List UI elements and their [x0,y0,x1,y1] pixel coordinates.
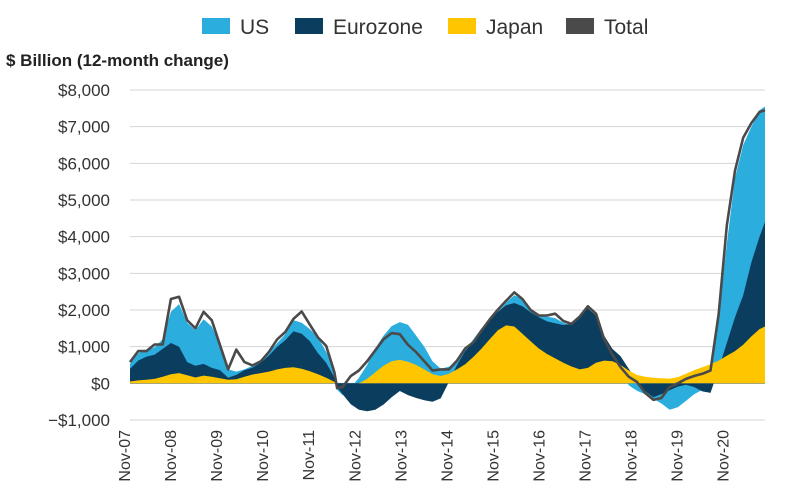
x-tick-label: Nov-09 [209,430,226,482]
y-tick-label: $1,000 [58,338,110,357]
x-axis: Nov-07 Nov-08 Nov-09 Nov-10 Nov-11 Nov-12 Nov-… [117,430,733,482]
legend-label-eurozone: Eurozone [333,16,423,39]
x-tick-label: Nov-16 [532,430,549,482]
y-tick-label: −$1,000 [48,411,110,430]
x-tick-label: Nov-14 [439,430,456,482]
x-tick-label: Nov-18 [624,430,641,482]
y-axis: $8,000 $7,000 $6,000 $5,000 $4,000 $3,000 $2,0… [48,81,110,430]
y-tick-label: $4,000 [58,228,110,247]
legend-label-us: US [240,16,269,39]
y-tick-label: $2,000 [58,301,110,320]
legend-swatch-total [566,18,594,34]
legend-swatch-japan [448,18,476,34]
y-tick-label: $8,000 [58,81,110,100]
line-total [128,108,766,402]
legend: US Eurozone Japan Total [202,16,648,39]
y-tick-label: $0 [91,374,110,393]
area-japan [130,325,765,384]
x-tick-label: Nov-11 [301,430,318,480]
y-tick-label: $6,000 [58,154,110,173]
x-tick-label: Nov-17 [578,430,595,482]
legend-swatch-us [202,18,230,34]
legend-label-total: Total [604,16,648,39]
plot-areas [130,106,765,412]
total-line-group [128,108,766,402]
x-tick-label: Nov-19 [670,430,687,482]
area-us [130,106,765,410]
y-tick-label: $5,000 [58,191,110,210]
y-tick-label: $3,000 [58,264,110,283]
x-tick-label: Nov-13 [393,430,410,482]
x-tick-label: Nov-15 [485,430,502,482]
x-tick-label: Nov-12 [347,430,364,482]
y-axis-label: $ Billion (12-month change) [6,51,229,70]
x-tick-label: Nov-07 [117,430,134,482]
y-tick-label: $7,000 [58,118,110,137]
legend-swatch-eurozone [295,18,323,34]
x-tick-label: Nov-10 [255,430,272,482]
x-tick-label: Nov-08 [163,430,180,482]
x-tick-label: Nov-20 [716,430,733,482]
legend-label-japan: Japan [486,16,543,39]
